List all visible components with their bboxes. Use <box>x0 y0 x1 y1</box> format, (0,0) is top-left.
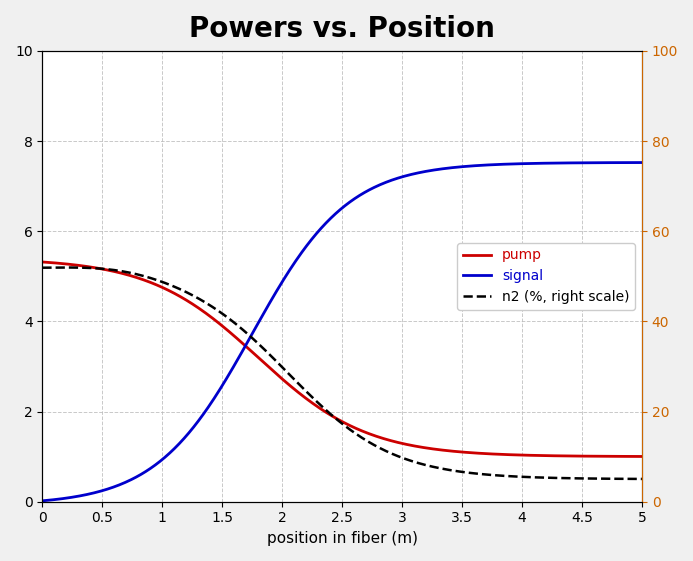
n2 (%, right scale) <box>638 476 646 482</box>
signal <box>529 160 538 167</box>
pump <box>38 259 46 265</box>
signal <box>362 188 371 195</box>
signal <box>395 174 403 181</box>
signal <box>638 159 646 166</box>
pump <box>623 453 631 460</box>
n2 (%, right scale) <box>624 476 633 482</box>
pump <box>362 430 371 436</box>
pump <box>395 439 403 446</box>
Legend: pump, signal, n2 (%, right scale): pump, signal, n2 (%, right scale) <box>457 243 635 310</box>
signal <box>326 215 335 222</box>
n2 (%, right scale) <box>324 409 333 416</box>
Title: Powers vs. Position: Powers vs. Position <box>189 15 495 43</box>
n2 (%, right scale) <box>364 438 372 445</box>
Line: signal: signal <box>42 163 642 501</box>
n2 (%, right scale) <box>328 412 336 419</box>
pump <box>323 410 331 416</box>
n2 (%, right scale) <box>531 474 539 481</box>
Line: pump: pump <box>42 262 642 457</box>
signal <box>323 218 331 225</box>
pump <box>529 452 538 459</box>
n2 (%, right scale) <box>38 264 46 271</box>
n2 (%, right scale) <box>396 454 405 461</box>
pump <box>638 453 646 460</box>
signal <box>38 498 46 504</box>
signal <box>623 159 631 166</box>
n2 (%, right scale) <box>64 264 72 271</box>
Line: n2 (%, right scale): n2 (%, right scale) <box>42 268 642 479</box>
pump <box>326 412 335 419</box>
X-axis label: position in fiber (m): position in fiber (m) <box>267 531 418 546</box>
